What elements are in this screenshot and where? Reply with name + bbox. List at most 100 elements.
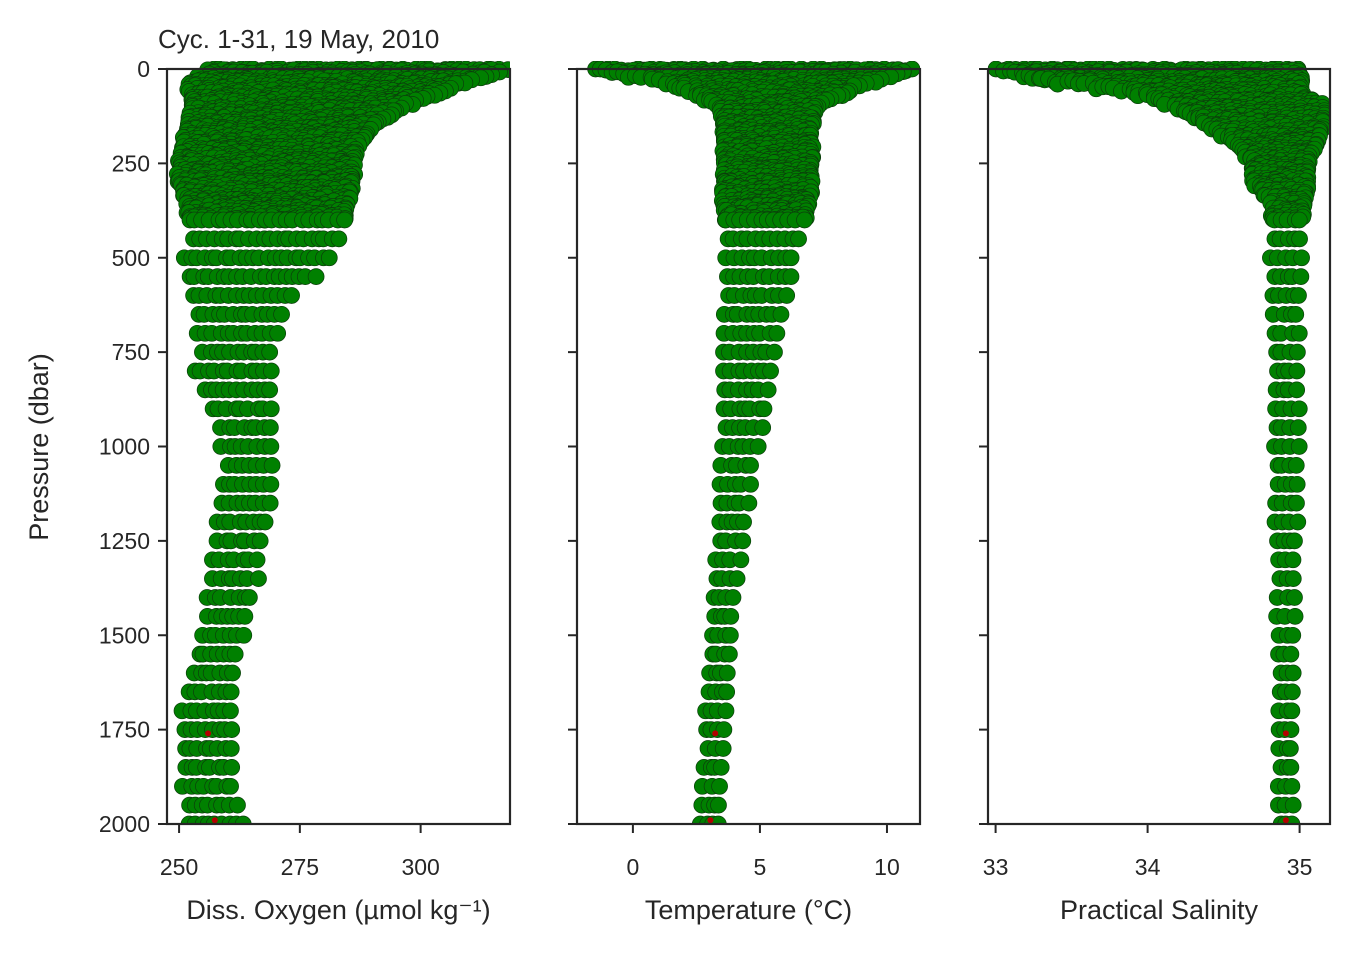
- flagged-point: [712, 730, 718, 736]
- data-point: [224, 722, 240, 738]
- data-point: [230, 797, 246, 813]
- data-point: [725, 590, 741, 606]
- data-point: [1283, 759, 1299, 775]
- data-point: [711, 797, 727, 813]
- data-point: [1291, 439, 1307, 455]
- data-point: [263, 401, 279, 417]
- data-point: [224, 759, 240, 775]
- x-tick-label: 10: [874, 854, 900, 880]
- data-point: [227, 646, 243, 662]
- x-tick-label: 275: [281, 854, 319, 880]
- data-point: [715, 741, 731, 757]
- data-point: [1287, 533, 1303, 549]
- data-point: [264, 457, 280, 473]
- data-point: [1285, 552, 1301, 568]
- data-point: [719, 684, 735, 700]
- data-point: [1294, 250, 1310, 266]
- data-point: [719, 665, 735, 681]
- data-point: [1291, 401, 1307, 417]
- y-tick-label: 1750: [99, 717, 150, 743]
- data-point: [251, 571, 267, 587]
- data-point: [241, 590, 257, 606]
- y-tick-label: 2000: [99, 811, 150, 837]
- x-tick-label: 0: [626, 854, 639, 880]
- data-point: [257, 514, 273, 530]
- data-point: [723, 608, 739, 624]
- x-tick-label: 300: [401, 854, 439, 880]
- data-point: [223, 703, 239, 719]
- data-point: [722, 627, 738, 643]
- data-point: [225, 665, 241, 681]
- data-point: [718, 703, 734, 719]
- data-point: [223, 778, 239, 794]
- data-point: [262, 420, 278, 436]
- data-point: [263, 363, 279, 379]
- x-tick-label: 5: [754, 854, 767, 880]
- data-point: [743, 457, 759, 473]
- x-axis-label: Temperature (°C): [645, 895, 852, 925]
- data-point: [1283, 646, 1299, 662]
- x-tick-label: 34: [1135, 854, 1161, 880]
- data-point: [1289, 476, 1305, 492]
- data-point: [1288, 457, 1304, 473]
- data-point: [756, 401, 772, 417]
- flagged-point: [707, 817, 713, 823]
- x-tick-label: 250: [160, 854, 198, 880]
- figure-title: Cyc. 1-31, 19 May, 2010: [158, 24, 439, 54]
- data-point: [736, 514, 752, 530]
- data-point: [733, 552, 749, 568]
- data-point: [1282, 741, 1298, 757]
- data-point: [1292, 231, 1308, 247]
- data-point: [1291, 288, 1307, 304]
- flagged-point: [212, 817, 218, 823]
- data-point: [750, 439, 766, 455]
- data-point: [1290, 420, 1306, 436]
- x-axis-label: Practical Salinity: [1060, 895, 1259, 925]
- data-point: [767, 344, 783, 360]
- data-point: [743, 476, 759, 492]
- data-point: [721, 646, 737, 662]
- data-point: [1291, 212, 1307, 228]
- data-point: [1293, 269, 1309, 285]
- data-point: [1285, 571, 1301, 587]
- data-point: [1290, 514, 1306, 530]
- data-point: [263, 476, 279, 492]
- data-point: [735, 533, 751, 549]
- data-point: [712, 778, 728, 794]
- data-point: [262, 344, 278, 360]
- data-point: [223, 741, 239, 757]
- data-point: [1284, 778, 1300, 794]
- y-tick-label: 0: [137, 56, 150, 82]
- data-point: [769, 325, 785, 341]
- data-point: [716, 722, 732, 738]
- data-point: [252, 533, 268, 549]
- y-tick-label: 1250: [99, 528, 150, 554]
- data-point: [773, 306, 789, 322]
- data-point: [1285, 665, 1301, 681]
- data-point: [1285, 797, 1301, 813]
- data-point: [223, 684, 239, 700]
- data-point: [1289, 382, 1305, 398]
- y-axis-label: Pressure (dbar): [24, 353, 54, 541]
- data-point: [1288, 306, 1304, 322]
- data-point: [791, 231, 807, 247]
- flagged-point: [1283, 817, 1289, 823]
- y-tick-label: 1500: [99, 622, 150, 648]
- data-point: [779, 288, 795, 304]
- data-point: [236, 627, 252, 643]
- y-tick-label: 500: [112, 245, 150, 271]
- x-axis-label: Diss. Oxygen (µmol kg⁻¹): [186, 895, 490, 925]
- data-point: [1287, 590, 1303, 606]
- data-point: [1287, 608, 1303, 624]
- data-point: [1289, 495, 1305, 511]
- data-point: [337, 212, 353, 228]
- data-point: [783, 269, 799, 285]
- data-point: [1285, 627, 1301, 643]
- data-point: [270, 325, 286, 341]
- flagged-point: [205, 730, 211, 736]
- x-tick-label: 33: [983, 854, 1009, 880]
- data-point: [1289, 363, 1305, 379]
- data-point: [760, 382, 776, 398]
- data-point: [321, 250, 337, 266]
- y-tick-label: 750: [112, 339, 150, 365]
